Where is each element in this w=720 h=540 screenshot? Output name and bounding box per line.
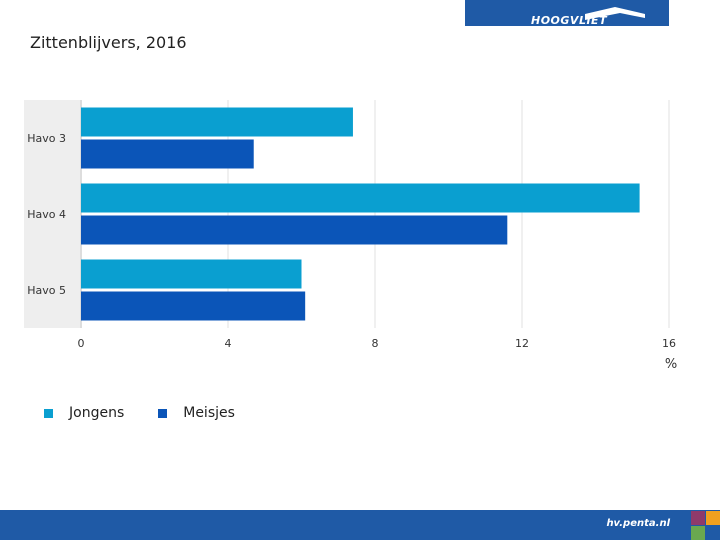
legend-label-meisjes: Meisjes [183, 405, 235, 421]
legend-item-jongens: Jongens [44, 405, 124, 421]
footer-square-blue [706, 526, 720, 540]
bar-jongens-havo-5 [81, 259, 302, 289]
logo-banner: HOOGVLIET [465, 0, 669, 26]
category-labels: Havo 3 Havo 4 Havo 5 [27, 132, 66, 297]
x-axis-unit-label: % [665, 357, 677, 372]
legend-label-jongens: Jongens [69, 405, 125, 421]
footer-square-purple [691, 511, 705, 525]
category-label: Havo 5 [27, 284, 66, 297]
category-label: Havo 3 [27, 132, 66, 145]
logo-text: HOOGVLIET [531, 14, 608, 26]
footer-square-green [691, 526, 705, 540]
chart-title: Zittenblijvers, 2016 [30, 33, 187, 52]
footer-url: hv.penta.nl [606, 518, 670, 529]
bar-jongens-havo-3 [81, 107, 353, 137]
x-tick-label: 4 [225, 337, 232, 350]
x-tick-labels: 0 4 8 12 16 [78, 337, 677, 350]
x-tick-label: 12 [515, 337, 529, 350]
legend-swatch-jongens [44, 408, 53, 418]
bar-meisjes-havo-5 [81, 291, 306, 321]
bar-meisjes-havo-3 [81, 139, 254, 169]
x-tick-label: 8 [372, 337, 379, 350]
footer-square-orange [706, 511, 720, 525]
footer-bar: hv.penta.nl [0, 510, 720, 540]
bar-meisjes-havo-4 [81, 215, 508, 245]
legend-swatch-meisjes [158, 408, 168, 418]
bar-jongens-havo-4 [81, 183, 640, 213]
legend-item-meisjes: Meisjes [158, 405, 235, 421]
x-tick-label: 16 [662, 337, 676, 350]
legend: Jongens Meisjes [44, 405, 269, 421]
logo-house-icon [585, 7, 645, 20]
x-tick-label: 0 [78, 337, 85, 350]
category-axis-band [24, 100, 80, 328]
bars [81, 107, 640, 321]
gridlines [80, 100, 670, 328]
bar-chart: Havo 3 Havo 4 Havo 5 0 4 8 12 16 % [24, 100, 677, 372]
category-label: Havo 4 [27, 208, 66, 221]
